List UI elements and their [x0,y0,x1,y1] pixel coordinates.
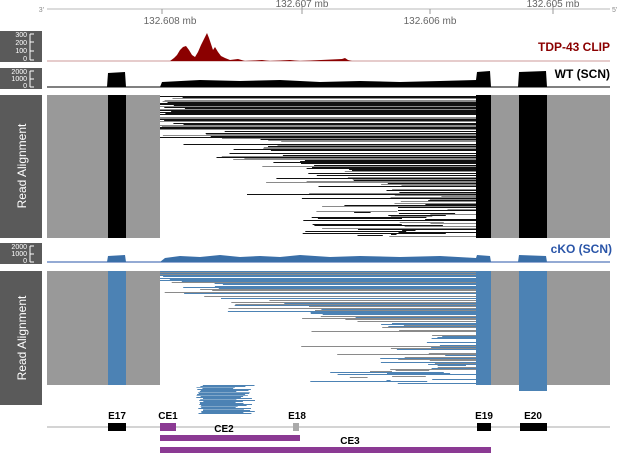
cko-scale-ticks [29,245,34,263]
exon-label-e18: E18 [288,411,306,422]
clip-scale-300: 300 [15,32,27,39]
cko-intron-left [47,271,108,385]
cryptic-exon-ce2 [160,435,300,441]
axis-tick-label: 132.605 mb [527,0,580,10]
cko-scale-0: 0 [23,258,27,265]
axis-tick-label: 132.608 mb [144,16,197,27]
gene-model: E17 CE1 E18 E19 E20 CE2 CE3 [47,411,610,453]
axis-right-end: 5' [612,7,617,14]
wt-alignment-side-panel [0,95,42,238]
wt-exon-e17-reads [108,95,126,238]
cko-scale-1000: 1000 [11,251,27,258]
cko-scale-panel [0,243,42,264]
wt-scale-1000: 1000 [11,76,27,83]
axis-tick-label: 132.606 mb [404,16,457,27]
cko-coverage-track: 2000 1000 0 cKO (SCN) [0,242,612,265]
wt-alignment-label: Read Alignment [15,123,29,208]
coordinate-axis: 3' 5' 132.608 mb 132.607 mb 132.606 mb 1… [39,0,617,27]
wt-intron-left [47,95,108,238]
cko-alignment-label: Read Alignment [15,295,29,380]
exon-e20 [520,423,547,431]
clip-track: 300 200 100 0 TDP-43 CLIP [0,31,610,63]
wt-track-title: WT (SCN) [555,67,610,81]
wt-exon-e19-reads [476,95,491,238]
axis-tick-label: 132.607 mb [276,0,329,10]
clip-signal [170,33,352,61]
wt-intron-e19-e20 [491,95,519,238]
clip-scale-0: 0 [23,56,27,63]
wt-coverage-track: 2000 1000 0 WT (SCN) [0,67,610,90]
wt-alignment-track: Read Alignment [0,95,610,238]
clip-track-title: TDP-43 CLIP [538,40,610,54]
axis-left-end: 3' [39,7,44,14]
cko-intron-e17-ce1 [126,271,160,385]
exon-e19 [477,423,491,431]
cko-scale-2000: 2000 [11,244,27,251]
wt-intron-e17-ce1 [126,95,160,238]
cko-coverage-signal [107,255,547,262]
cko-intron-e19-e20 [491,271,519,385]
wt-scale-ticks [29,70,34,88]
cko-alignment-side-panel [0,271,42,405]
cryptic-label-ce2: CE2 [214,424,234,435]
wt-coverage-signal [107,71,547,87]
cryptic-exon-ce3 [160,447,491,453]
exon-e17 [108,423,126,431]
wt-scale-panel [0,68,42,89]
cko-reads [160,271,476,414]
exon-label-e20: E20 [524,411,542,422]
exon-e18 [293,423,299,431]
exon-label-ce1: CE1 [158,411,178,422]
cko-intron-right [547,271,610,385]
wt-reads [160,95,476,238]
exon-label-e19: E19 [475,411,493,422]
wt-exon-e20-reads [519,95,547,238]
wt-intron-right [547,95,610,238]
cko-alignment-track: Read Alignment [0,271,610,414]
cryptic-label-ce3: CE3 [340,436,360,447]
clip-scale-panel [0,31,42,62]
clip-scale-ticks [29,33,34,61]
cko-exon-e20-reads [519,271,547,391]
wt-scale-2000: 2000 [11,69,27,76]
clip-scale-200: 200 [15,40,27,47]
wt-scale-0: 0 [23,83,27,90]
cko-track-title: cKO (SCN) [551,242,612,256]
cko-exon-e17-reads [108,271,126,385]
cko-exon-e19-reads [476,271,491,385]
clip-scale-100: 100 [15,48,27,55]
exon-label-e17: E17 [108,411,126,422]
exon-ce1 [160,423,176,431]
